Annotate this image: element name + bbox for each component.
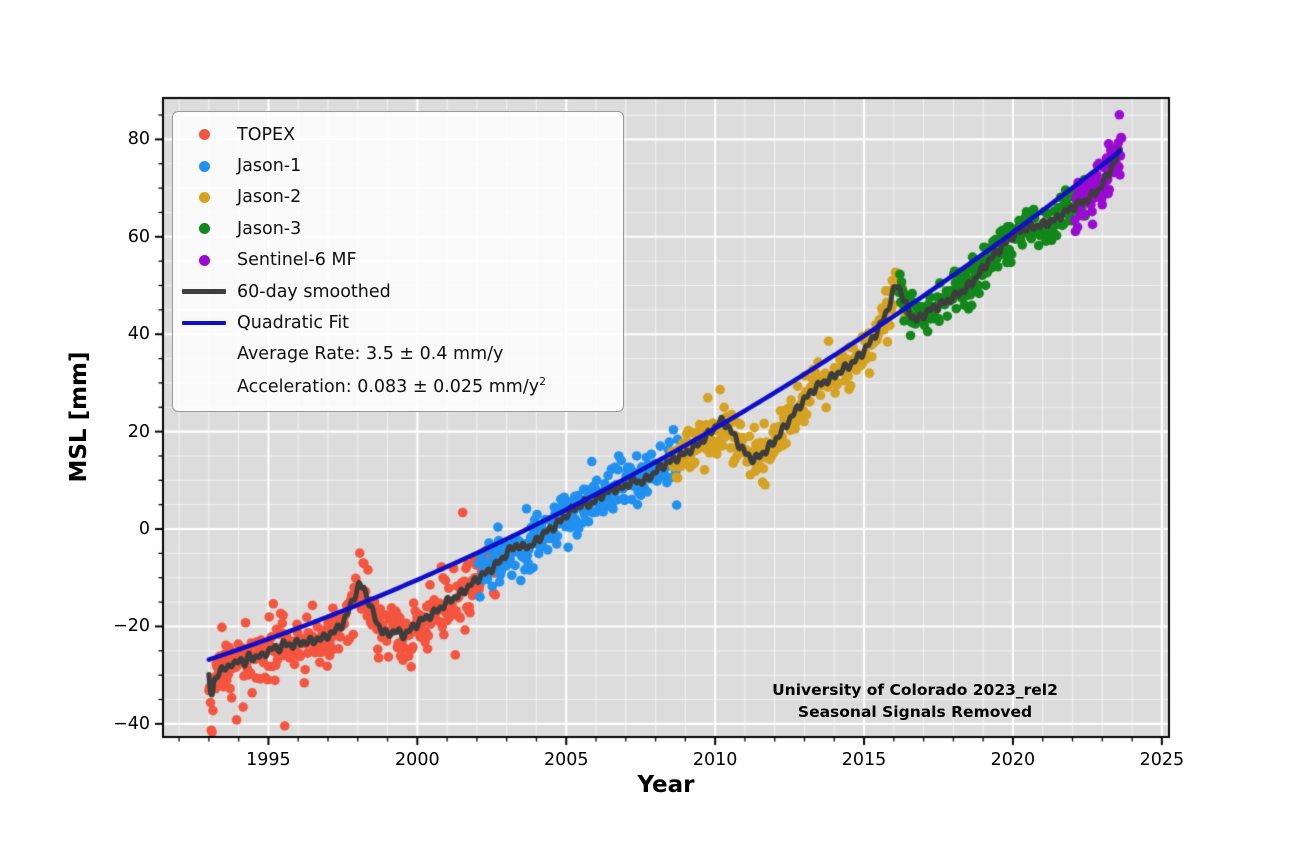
legend-item-topex: TOPEX: [181, 119, 613, 150]
sentinel-6-mf-marker-dot: [198, 254, 210, 266]
60-day-smoothed-marker-line: [182, 289, 226, 295]
legend: TOPEX Jason-1 Jason-2 Jason-3 Sentinel-6 MF 6…: [172, 111, 624, 412]
legend-marker-quadratic-fit: [181, 320, 227, 326]
legend-marker-topex: [181, 129, 227, 141]
jason-1-marker-dot: [198, 160, 210, 172]
y-tick-label: 80: [127, 129, 150, 150]
x-tick-label: 2000: [395, 750, 440, 770]
legend-item-quadratic-fit: Quadratic Fit: [181, 307, 613, 338]
legend-marker-jason-1: [181, 160, 227, 172]
legend-label: Sentinel-6 MF: [237, 250, 357, 271]
legend-marker-jason-3: [181, 223, 227, 235]
annotation-line1: University of Colorado 2023_rel2: [772, 681, 1058, 699]
y-tick-label: 40: [127, 324, 150, 345]
legend-label: Average Rate: 3.5 ± 0.4 mm/y: [237, 344, 503, 364]
y-tick-label: 20: [127, 421, 150, 442]
y-tick-label: 60: [127, 226, 150, 247]
legend-item-sentinel-6-mf: Sentinel-6 MF: [181, 245, 613, 276]
acceleration-text: Acceleration: 0.083 ± 0.025 mm/y: [237, 376, 540, 397]
legend-label: 60-day smoothed: [237, 281, 391, 302]
x-tick-label: 2010: [692, 750, 738, 770]
quadratic-fit-marker-line: [182, 320, 226, 326]
legend-label: Jason-2: [237, 187, 302, 208]
legend-marker-60-day-smoothed: [181, 289, 227, 295]
legend-marker-jason-2: [181, 191, 227, 203]
legend-item-average-rate: Average Rate: 3.5 ± 0.4 mm/y: [181, 339, 613, 370]
acceleration-exponent: 2: [539, 374, 547, 388]
y-axis-label: MSL [mm]: [66, 351, 92, 483]
legend-label: TOPEX: [237, 124, 296, 145]
legend-item-jason-3: Jason-3: [181, 213, 613, 244]
jason-2-marker-dot: [198, 191, 210, 203]
y-tick-label: −20: [113, 616, 150, 637]
legend-label: Acceleration: 0.083 ± 0.025 mm/y2: [237, 375, 546, 397]
legend-label: Jason-1: [237, 156, 302, 177]
x-axis-label: Year: [637, 772, 695, 798]
annotation-line2: Seasonal Signals Removed: [797, 702, 1033, 721]
source-annotation: University of Colorado 2023_rel2 Seasona…: [715, 680, 1115, 723]
legend-item-jason-2: Jason-2: [181, 182, 613, 213]
legend-marker-sentinel-6-mf: [181, 254, 227, 266]
y-tick-label: −40: [113, 713, 150, 734]
y-tick-label: 0: [138, 519, 150, 540]
legend-label: Quadratic Fit: [237, 313, 350, 334]
legend-item-acceleration: Acceleration: 0.083 ± 0.025 mm/y2: [181, 370, 613, 401]
legend-item-jason-1: Jason-1: [181, 150, 613, 181]
average-rate-text: Average Rate: 3.5 ± 0.4 mm/y: [237, 344, 504, 365]
topex-marker-dot: [198, 129, 210, 141]
x-tick-label: 1995: [246, 750, 291, 770]
legend-label: Jason-3: [237, 218, 302, 239]
legend-item-60-day-smoothed: 60-day smoothed: [181, 276, 613, 307]
x-tick-label: 2005: [543, 750, 589, 770]
jason-3-marker-dot: [198, 223, 210, 235]
x-tick-label: 2020: [990, 750, 1036, 770]
x-tick-label: 2025: [1139, 750, 1185, 770]
x-tick-label: 2015: [841, 750, 887, 770]
